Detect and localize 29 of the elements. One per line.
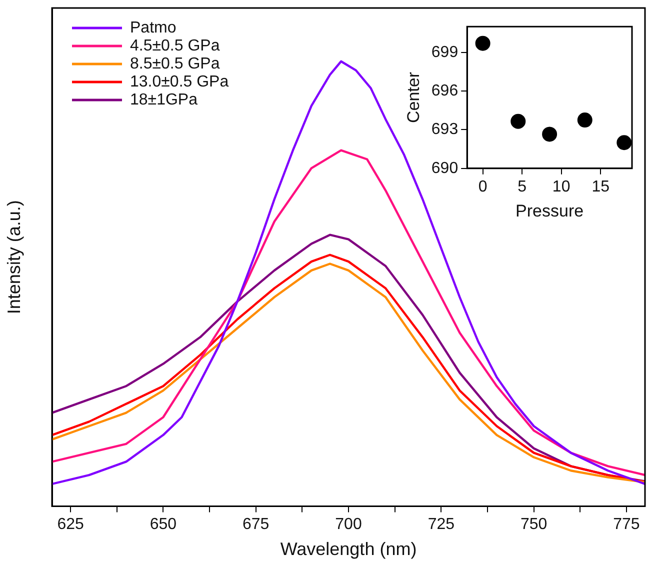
- x-tick-label: 650: [150, 516, 177, 534]
- legend-label: Patmo: [130, 19, 176, 36]
- x-tick-label: 5: [518, 178, 527, 196]
- x-tick-label: 0: [478, 178, 488, 196]
- x-tick-label: 725: [428, 516, 455, 534]
- y-tick-label: 690: [431, 160, 458, 177]
- y-tick-label: 693: [431, 121, 458, 138]
- y-axis-title: Center: [404, 72, 423, 124]
- y-axis-title: Intensity (a.u.): [4, 200, 24, 314]
- x-tick-label: 625: [57, 516, 84, 534]
- point: [616, 135, 632, 150]
- legend-label: 18±1GPa: [130, 91, 198, 108]
- point: [542, 126, 558, 142]
- point: [475, 36, 490, 51]
- point: [577, 112, 592, 128]
- y-tick-label: 696: [431, 82, 458, 100]
- point: [510, 114, 526, 129]
- x-tick-label: 10: [552, 178, 570, 196]
- x-tick-label: 700: [335, 516, 362, 534]
- legend-label: 13.0±0.5 GPa: [130, 73, 229, 90]
- x-tick-label: 675: [242, 516, 270, 534]
- y-tick-label: 699: [431, 44, 458, 61]
- x-tick-label: 15: [592, 178, 610, 196]
- legend-label: 4.5±0.5 GPa: [130, 37, 220, 54]
- x-tick-label: 775: [613, 516, 640, 534]
- x-axis-title: Pressure: [516, 201, 584, 220]
- x-axis-title: Wavelength (nm): [280, 539, 417, 560]
- legend-label: 8.5±0.5 GPa: [130, 55, 220, 72]
- x-tick-label: 750: [520, 516, 548, 534]
